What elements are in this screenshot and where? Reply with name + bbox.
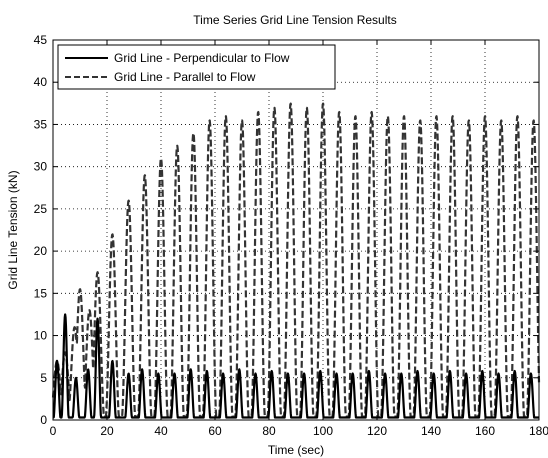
legend-box (57, 44, 336, 90)
x-tick-label: 20 (100, 424, 114, 438)
legend-label-parallel: Grid Line - Parallel to Flow (114, 70, 256, 84)
x-tick-label: 180 (529, 424, 548, 438)
y-tick-label: 0 (40, 413, 47, 427)
x-tick-label: 100 (313, 424, 333, 438)
y-axis-label: Grid Line Tension (kN) (6, 170, 20, 289)
x-tick-label: 160 (475, 424, 495, 438)
y-tick-label: 40 (34, 75, 48, 89)
y-tick-label: 25 (34, 202, 48, 216)
x-tick-label: 120 (367, 424, 387, 438)
y-tick-label: 20 (34, 244, 48, 258)
x-tick-label: 0 (50, 424, 57, 438)
plot-frame (52, 39, 540, 421)
y-tick-label: 35 (34, 117, 48, 131)
y-tick-label: 45 (34, 33, 48, 47)
y-tick-label: 15 (34, 286, 48, 300)
x-axis-label: Time (sec) (268, 443, 324, 457)
y-tick-label: 10 (34, 329, 48, 343)
series-line-parallel (51, 102, 541, 418)
x-tick-label: 60 (208, 424, 222, 438)
legend-label-perpendicular: Grid Line - Perpendicular to Flow (114, 51, 290, 65)
series-line-perpendicular (52, 313, 540, 419)
x-tick-label: 140 (421, 424, 441, 438)
x-tick-label: 80 (262, 424, 276, 438)
series-layer (51, 102, 541, 419)
y-tick-label: 30 (34, 160, 48, 174)
y-tick-label: 5 (40, 371, 47, 385)
ticks: 0 20 40 60 80 100 120 140 160 180 0 5 10 15 20 25 30 35 40… (34, 33, 548, 438)
legend: Grid Line - Perpendicular to Flow Grid L… (57, 44, 336, 90)
chart-title: Time Series Grid Line Tension Results (193, 13, 396, 27)
x-tick-label: 40 (154, 424, 168, 438)
